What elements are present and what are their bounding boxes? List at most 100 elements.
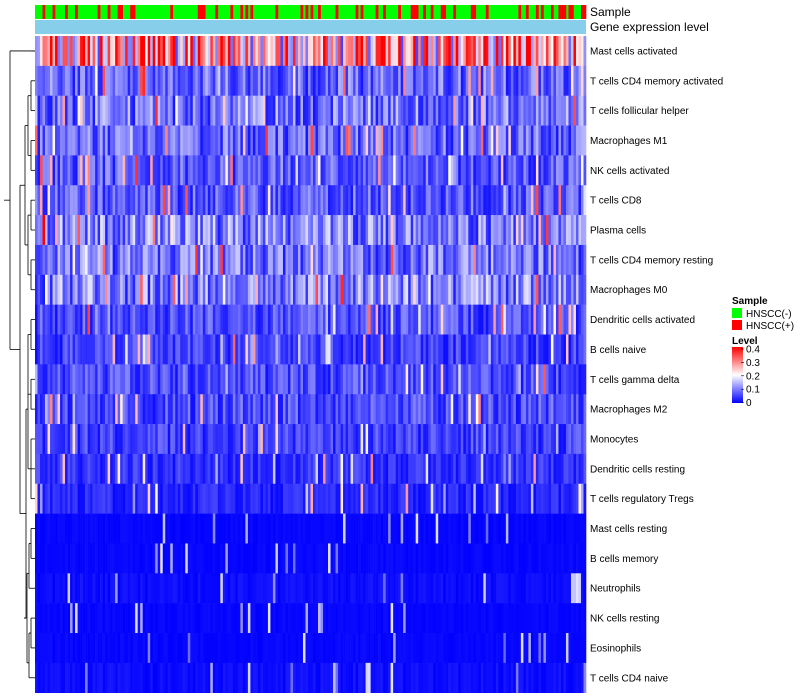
heatmap-cell	[445, 603, 449, 634]
heatmap-cell	[573, 65, 577, 96]
heatmap-cell	[232, 662, 236, 693]
heatmap-cell	[157, 543, 161, 574]
heatmap-cell	[242, 483, 246, 514]
heatmap-cell	[142, 274, 146, 305]
heatmap-cell	[440, 543, 444, 574]
sample-positive-cell	[200, 5, 204, 19]
heatmap-cell	[550, 155, 554, 186]
heatmap-cell	[147, 125, 151, 156]
heatmap-cell	[583, 394, 587, 425]
heatmap-cell	[408, 394, 411, 425]
heatmap-cell	[315, 364, 319, 395]
heatmap-cell	[323, 155, 326, 186]
heatmap-cell	[187, 185, 191, 216]
heatmap-cell	[565, 185, 569, 216]
heatmap-cell	[560, 483, 564, 514]
heatmap-cell	[328, 95, 331, 126]
heatmap-cell	[493, 543, 497, 574]
heatmap-cell	[227, 424, 231, 455]
heatmap-cell	[540, 364, 544, 395]
heatmap-cell	[47, 513, 51, 544]
heatmap-cell	[295, 185, 299, 216]
heatmap-cell	[95, 95, 98, 126]
heatmap-cell	[565, 394, 569, 425]
heatmap-cell	[533, 543, 537, 574]
heatmap-cell	[503, 95, 507, 126]
heatmap-cell	[368, 274, 371, 305]
heatmap-cell	[290, 274, 294, 305]
heatmap-cell	[515, 274, 519, 305]
heatmap-cell	[130, 36, 133, 67]
gene-expression-annotation-label: Gene expression level	[590, 20, 709, 34]
heatmap-cell	[563, 394, 567, 425]
heatmap-cell	[528, 424, 532, 455]
heatmap-cell	[440, 215, 444, 246]
heatmap-cell	[87, 65, 91, 96]
heatmap-cell	[265, 36, 269, 67]
heatmap-cell	[280, 215, 284, 246]
heatmap-cell	[110, 513, 113, 544]
heatmap-cell	[232, 334, 236, 365]
heatmap-cell	[348, 304, 351, 335]
heatmap-cell	[237, 483, 241, 514]
heatmap-cell	[438, 185, 442, 216]
heatmap-cell	[52, 364, 56, 395]
heatmap-cell	[180, 95, 184, 126]
heatmap-cell	[418, 125, 421, 156]
heatmap-cell	[192, 95, 196, 126]
heatmap-cell	[162, 543, 166, 574]
heatmap-cell	[102, 453, 106, 485]
heatmap-cell	[80, 513, 83, 544]
heatmap-cell	[120, 95, 123, 126]
heatmap-cell	[297, 274, 301, 305]
heatmap-cell	[440, 573, 444, 604]
heatmap-cell	[365, 95, 369, 126]
heatmap-cell	[182, 125, 186, 156]
heatmap-cell	[205, 364, 209, 395]
heatmap-cell	[102, 274, 106, 305]
heatmap-cell	[398, 215, 401, 246]
heatmap-cell	[247, 603, 251, 634]
heatmap-cell	[180, 304, 184, 335]
heatmap-cell	[440, 364, 444, 395]
heatmap-cell	[45, 95, 48, 126]
heatmap-cell	[187, 65, 191, 96]
heatmap-cell	[400, 304, 404, 335]
heatmap-cell	[423, 364, 426, 395]
heatmap-cell	[565, 304, 569, 335]
heatmap-cell	[435, 424, 439, 455]
heatmap-cell	[545, 304, 549, 335]
heatmap-cell	[47, 304, 51, 335]
heatmap-cell	[70, 573, 73, 604]
heatmap-cell	[498, 453, 502, 485]
heatmap-cell	[435, 662, 439, 693]
heatmap-cell	[373, 483, 376, 514]
heatmap-cell	[355, 215, 359, 246]
heatmap-cell	[415, 304, 419, 335]
row-label: B cells naive	[590, 345, 647, 356]
heatmap-cell	[172, 274, 176, 305]
heatmap-cell	[525, 453, 529, 485]
heatmap-cell	[120, 36, 123, 67]
heatmap-cell	[473, 483, 477, 514]
heatmap-cell	[177, 125, 181, 156]
heatmap-cell	[403, 364, 406, 395]
heatmap-cell	[523, 662, 527, 693]
heatmap-cell	[267, 543, 271, 574]
heatmap-cell	[87, 543, 91, 574]
heatmap-cell	[82, 453, 86, 485]
heatmap-cell	[170, 215, 174, 246]
heatmap-cell	[475, 543, 479, 574]
heatmap-cell	[330, 334, 334, 365]
heatmap-cell	[152, 394, 156, 425]
heatmap-cell	[370, 543, 374, 574]
heatmap-cell	[393, 633, 396, 664]
heatmap-cell	[50, 603, 53, 634]
heatmap-cell	[310, 244, 314, 276]
heatmap-cell	[360, 36, 364, 67]
heatmap-cell	[265, 364, 269, 395]
heatmap-cell	[237, 662, 241, 693]
heatmap-cell	[240, 483, 244, 514]
heatmap-cell	[82, 543, 86, 574]
heatmap-cell	[302, 155, 306, 186]
